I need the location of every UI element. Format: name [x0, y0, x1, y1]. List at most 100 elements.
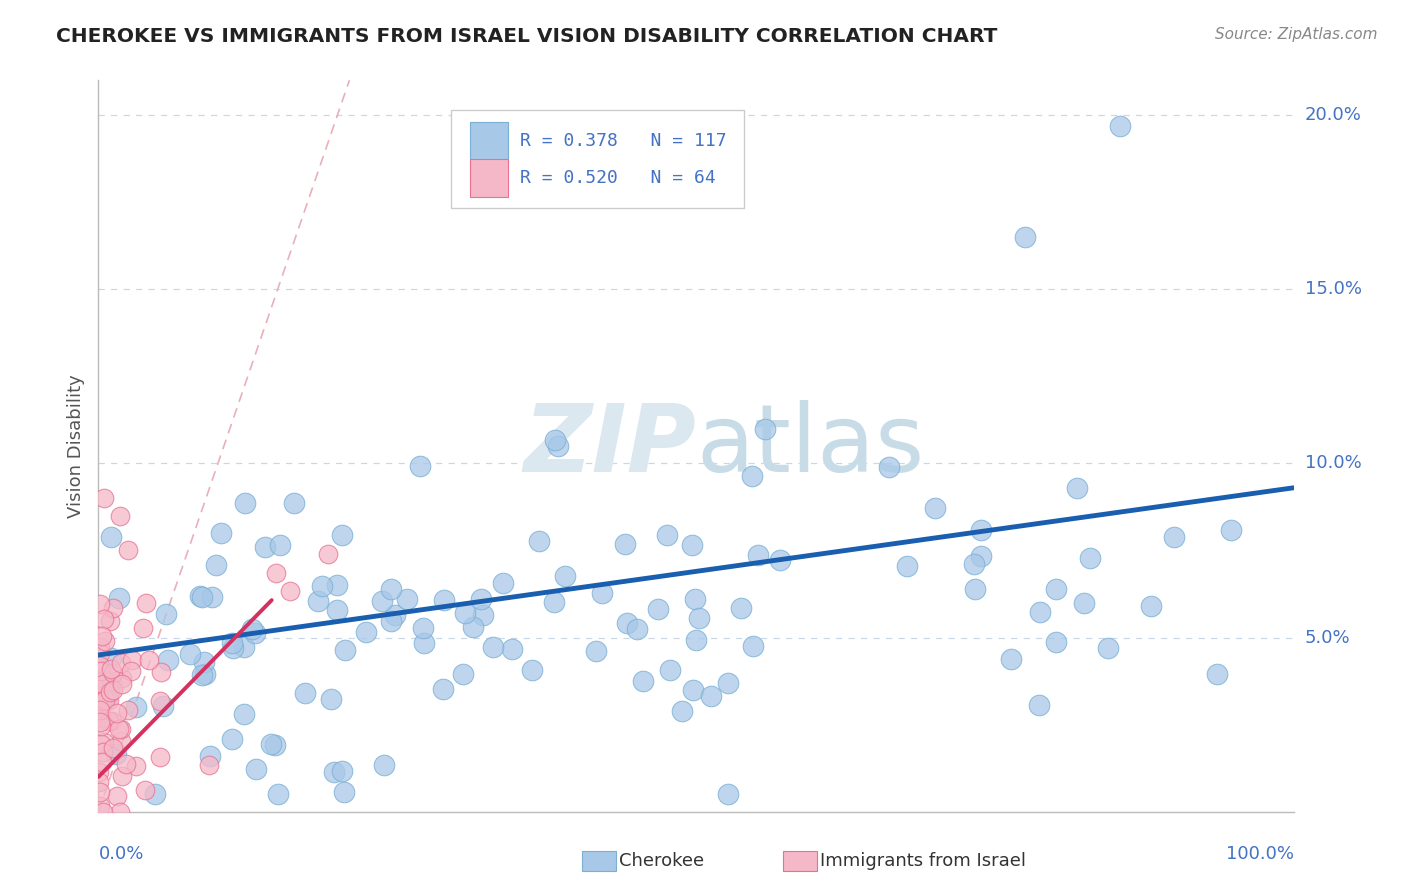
- Text: CHEROKEE VS IMMIGRANTS FROM ISRAEL VISION DISABILITY CORRELATION CHART: CHEROKEE VS IMMIGRANTS FROM ISRAEL VISIO…: [56, 27, 998, 45]
- Point: [1097, 641, 1119, 656]
- Point: [101, 665, 124, 680]
- Point: [492, 575, 515, 590]
- Point: [591, 586, 613, 600]
- Point: [152, 698, 174, 713]
- Point: [412, 635, 434, 649]
- Point: [1045, 635, 1067, 649]
- Point: [110, 656, 132, 670]
- Point: [269, 538, 291, 552]
- Text: ZIP: ZIP: [523, 400, 696, 492]
- Point: [98, 614, 121, 628]
- Point: [89, 775, 111, 789]
- Point: [110, 734, 132, 748]
- Point: [91, 745, 114, 759]
- Point: [1109, 119, 1132, 133]
- Point: [1045, 582, 1067, 596]
- Point: [114, 756, 136, 771]
- Point: [100, 661, 122, 675]
- Point: [98, 685, 121, 699]
- Point: [626, 622, 648, 636]
- Point: [742, 639, 765, 653]
- Point: [97, 693, 120, 707]
- Point: [454, 606, 477, 620]
- Point: [333, 785, 356, 799]
- Point: [149, 750, 172, 764]
- Point: [121, 653, 143, 667]
- Point: [90, 711, 112, 725]
- Point: [103, 740, 125, 755]
- Point: [149, 694, 172, 708]
- Point: [1080, 550, 1102, 565]
- Point: [89, 646, 111, 660]
- Point: [373, 757, 395, 772]
- Point: [132, 621, 155, 635]
- Point: [117, 702, 139, 716]
- Point: [307, 594, 329, 608]
- Point: [156, 653, 179, 667]
- Y-axis label: Vision Disability: Vision Disability: [66, 374, 84, 518]
- Point: [896, 558, 918, 573]
- Point: [93, 612, 115, 626]
- Point: [193, 655, 215, 669]
- Point: [134, 783, 156, 797]
- Point: [87, 690, 110, 705]
- Point: [522, 664, 544, 678]
- Text: R = 0.520   N = 64: R = 0.520 N = 64: [520, 169, 716, 186]
- Text: 15.0%: 15.0%: [1305, 280, 1361, 298]
- Point: [325, 603, 347, 617]
- Point: [433, 592, 456, 607]
- Point: [658, 663, 681, 677]
- Point: [543, 595, 565, 609]
- Point: [198, 758, 221, 772]
- Point: [108, 591, 131, 606]
- Point: [631, 673, 654, 688]
- Point: [89, 703, 111, 717]
- Point: [547, 439, 569, 453]
- Point: [747, 548, 769, 562]
- Point: [194, 667, 217, 681]
- Point: [233, 640, 256, 655]
- Point: [188, 589, 211, 603]
- Point: [101, 601, 124, 615]
- Point: [769, 553, 792, 567]
- Point: [90, 737, 112, 751]
- Point: [93, 735, 115, 749]
- Point: [283, 496, 305, 510]
- Point: [330, 528, 353, 542]
- Point: [1139, 599, 1161, 614]
- Point: [105, 747, 128, 761]
- Point: [453, 667, 475, 681]
- Point: [333, 643, 356, 657]
- Point: [108, 508, 131, 523]
- Point: [201, 590, 224, 604]
- Point: [125, 759, 148, 773]
- Point: [209, 526, 232, 541]
- Point: [150, 665, 173, 679]
- Point: [90, 755, 112, 769]
- Point: [616, 615, 638, 630]
- Point: [717, 787, 740, 801]
- Point: [240, 622, 263, 636]
- Point: [681, 538, 703, 552]
- Point: [232, 707, 254, 722]
- Point: [323, 765, 346, 780]
- Point: [221, 732, 243, 747]
- Point: [264, 566, 287, 581]
- Point: [294, 686, 316, 700]
- Point: [89, 785, 111, 799]
- Point: [1219, 524, 1241, 538]
- Point: [924, 501, 946, 516]
- Point: [90, 694, 112, 708]
- Point: [89, 698, 111, 713]
- Point: [91, 677, 114, 691]
- Point: [280, 583, 302, 598]
- Point: [89, 658, 111, 673]
- Point: [233, 496, 256, 510]
- Point: [1028, 605, 1050, 619]
- Point: [380, 614, 402, 628]
- Point: [120, 664, 142, 678]
- FancyBboxPatch shape: [451, 110, 744, 209]
- Point: [1206, 666, 1229, 681]
- Point: [125, 699, 148, 714]
- Point: [97, 714, 120, 728]
